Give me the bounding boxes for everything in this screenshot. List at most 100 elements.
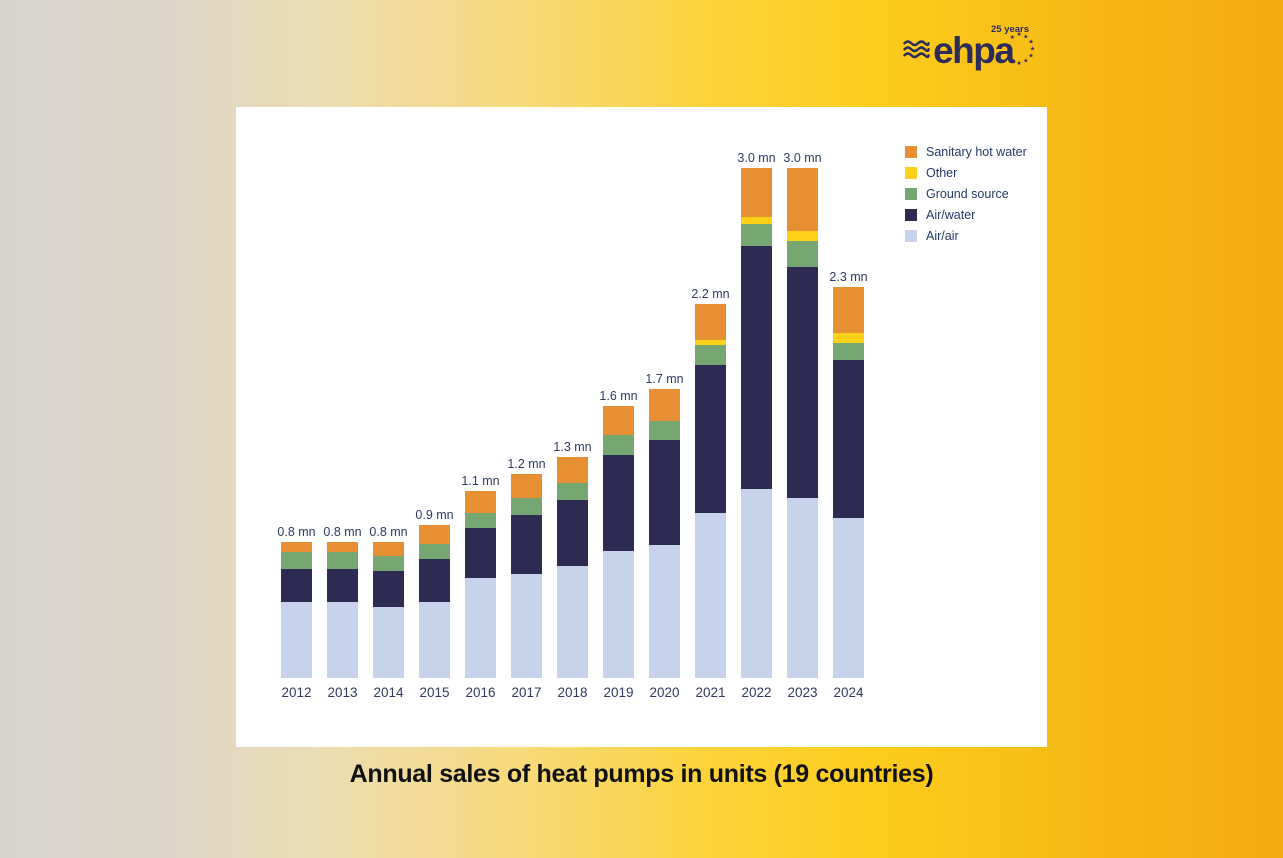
legend-label: Air/water xyxy=(926,208,976,222)
svg-text:★: ★ xyxy=(1024,58,1029,65)
bar-segment-ground-source xyxy=(741,224,772,247)
svg-text:★: ★ xyxy=(1010,57,1015,64)
svg-text:★: ★ xyxy=(1017,31,1022,38)
bar-segment-ground-source xyxy=(419,543,450,559)
logo-brand-text: ehpa xyxy=(933,29,1015,71)
bar-segment-sanitary-hot-water xyxy=(557,457,588,483)
bar-segment-other xyxy=(787,230,818,242)
bar-segment-sanitary-hot-water xyxy=(787,168,818,231)
legend-item-other: Other xyxy=(905,166,1027,180)
bar-segment-ground-source xyxy=(603,434,634,456)
bar-stack-2017 xyxy=(511,474,542,678)
x-axis-label-2015: 2015 xyxy=(419,685,450,700)
bar-segment-ground-source xyxy=(649,421,680,441)
x-axis-label-2024: 2024 xyxy=(833,685,864,700)
bar-segment-air-air xyxy=(465,577,496,678)
bar-stack-2019 xyxy=(603,406,634,678)
bar-segment-air-water xyxy=(327,569,358,602)
bar-segment-ground-source xyxy=(281,552,312,570)
x-axis-label-2023: 2023 xyxy=(787,685,818,700)
bar-segment-air-air xyxy=(649,545,680,678)
x-axis-label-2022: 2022 xyxy=(741,685,772,700)
bar-segment-sanitary-hot-water xyxy=(695,304,726,340)
bar-segment-air-water xyxy=(833,360,864,519)
bar-segment-air-water xyxy=(465,528,496,578)
bar-segment-sanitary-hot-water xyxy=(281,542,312,553)
chart-panel: 0.8 mn 2012 0.8 mn 2013 0.8 mn 2014 0.9 mn 2015… xyxy=(236,107,1047,747)
bar-column-2014: 0.8 mn 2014 xyxy=(369,525,407,700)
bar-segment-air-water xyxy=(695,365,726,514)
bar-total-label: 0.9 mn xyxy=(415,508,454,523)
legend-label: Air/air xyxy=(926,229,959,243)
bar-segment-air-water xyxy=(649,440,680,546)
bar-column-2016: 1.1 mn 2016 xyxy=(461,474,499,700)
bar-total-label: 0.8 mn xyxy=(277,525,316,540)
legend-label: Ground source xyxy=(926,187,1009,201)
bar-total-label: 3.0 mn xyxy=(783,151,822,166)
x-axis-label-2014: 2014 xyxy=(373,685,404,700)
bar-segment-air-water xyxy=(787,266,818,498)
bar-stack-2023 xyxy=(787,168,818,678)
bar-segment-air-air xyxy=(327,601,358,678)
bar-column-2024: 2.3 mn 2024 xyxy=(829,270,867,700)
stars-icon: ★ ★ ★ ★ ★ ★ ★ ★ ★ xyxy=(1010,31,1036,67)
chart-legend: Sanitary hot water Other Ground source Air/… xyxy=(905,145,1027,250)
bar-column-2018: 1.3 mn 2018 xyxy=(553,440,591,700)
x-axis-label-2020: 2020 xyxy=(649,685,680,700)
bar-column-2019: 1.6 mn 2019 xyxy=(599,389,637,700)
svg-text:★: ★ xyxy=(1029,39,1034,46)
bar-column-2015: 0.9 mn 2015 xyxy=(415,508,453,700)
bar-segment-air-air xyxy=(695,513,726,678)
bar-total-label: 3.0 mn xyxy=(737,151,776,166)
x-axis-label-2019: 2019 xyxy=(603,685,634,700)
bar-total-label: 0.8 mn xyxy=(323,525,362,540)
bar-stack-2015 xyxy=(419,525,450,678)
x-axis-label-2013: 2013 xyxy=(327,685,358,700)
bar-segment-air-water xyxy=(373,570,404,607)
bar-column-2020: 1.7 mn 2020 xyxy=(645,372,683,700)
waves-icon xyxy=(903,40,930,59)
legend-item-air-air: Air/air xyxy=(905,229,1027,243)
legend-item-sanitary-hot-water: Sanitary hot water xyxy=(905,145,1027,159)
bar-segment-other xyxy=(695,339,726,345)
bar-segment-sanitary-hot-water xyxy=(649,389,680,422)
bar-stack-2018 xyxy=(557,457,588,678)
bar-stack-2020 xyxy=(649,389,680,678)
legend-swatch-air-water xyxy=(905,209,917,221)
bar-segment-air-air xyxy=(281,601,312,678)
bar-column-2022: 3.0 mn 2022 xyxy=(737,151,775,700)
bar-total-label: 2.2 mn xyxy=(691,287,730,302)
svg-text:★: ★ xyxy=(1030,46,1035,53)
bar-column-2021: 2.2 mn 2021 xyxy=(691,287,729,700)
bar-segment-air-water xyxy=(603,455,634,551)
bar-total-label: 2.3 mn xyxy=(829,270,868,285)
bar-segment-air-water xyxy=(511,514,542,575)
bar-total-label: 0.8 mn xyxy=(369,525,408,540)
bar-segment-air-air xyxy=(741,489,772,678)
svg-text:★: ★ xyxy=(1010,34,1015,41)
bar-total-label: 1.2 mn xyxy=(507,457,546,472)
bar-stack-2016 xyxy=(465,491,496,678)
x-axis-label-2018: 2018 xyxy=(557,685,588,700)
bar-segment-air-water xyxy=(557,499,588,566)
bar-segment-air-air xyxy=(419,601,450,678)
bar-segment-ground-source xyxy=(511,497,542,515)
legend-swatch-sanitary-hot-water xyxy=(905,146,917,158)
legend-item-air-water: Air/water xyxy=(905,208,1027,222)
bar-segment-sanitary-hot-water xyxy=(419,525,450,544)
bar-total-label: 1.3 mn xyxy=(553,440,592,455)
bar-segment-air-air xyxy=(557,565,588,678)
bar-segment-air-water xyxy=(741,246,772,490)
bar-total-label: 1.7 mn xyxy=(645,372,684,387)
bar-segment-ground-source xyxy=(327,552,358,570)
bar-column-2017: 1.2 mn 2017 xyxy=(507,457,545,700)
bar-segment-air-water xyxy=(419,559,450,602)
x-axis-label-2017: 2017 xyxy=(511,685,542,700)
bar-segment-sanitary-hot-water xyxy=(511,474,542,498)
bar-stack-2021 xyxy=(695,304,726,678)
x-axis-label-2021: 2021 xyxy=(695,685,726,700)
legend-swatch-other xyxy=(905,167,917,179)
bar-stack-2022 xyxy=(741,168,772,678)
bar-total-label: 1.1 mn xyxy=(461,474,500,489)
bar-column-2013: 0.8 mn 2013 xyxy=(323,525,361,700)
